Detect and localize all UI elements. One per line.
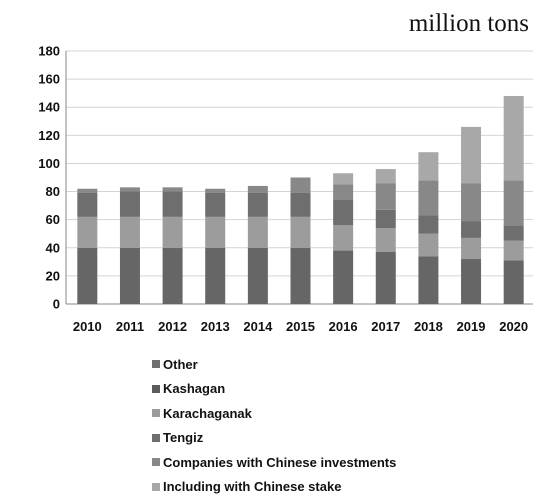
bar-segment: [376, 183, 396, 210]
x-tick-label: 2013: [201, 319, 230, 334]
legend-swatch: [152, 360, 160, 368]
bar-segment: [504, 96, 524, 180]
y-tick-label: 160: [38, 72, 60, 87]
bar-segment: [163, 248, 183, 304]
bar-segment: [418, 152, 438, 180]
x-tick-label: 2016: [329, 319, 358, 334]
x-tick-label: 2017: [371, 319, 400, 334]
legend-label: Other: [163, 357, 198, 372]
bar-segment: [333, 225, 353, 250]
bar-segment: [333, 251, 353, 304]
legend-label: Including with Chinese stake: [163, 479, 341, 494]
bar-segment: [504, 180, 524, 225]
y-tick-label: 100: [38, 156, 60, 171]
legend-swatch: [152, 409, 160, 417]
legend-swatch: [152, 385, 160, 393]
legend-item: Tengiz: [152, 426, 396, 451]
x-tick-label: 2010: [73, 319, 102, 334]
legend-label: Tengiz: [163, 430, 203, 445]
bar-segment: [418, 256, 438, 304]
bar-segment: [333, 185, 353, 200]
y-tick-label: 40: [46, 240, 60, 255]
bar-segment: [504, 225, 524, 240]
bar-segment: [461, 221, 481, 238]
legend-item: Including with Chinese stake: [152, 475, 396, 499]
bar-segment: [376, 252, 396, 304]
y-tick-label: 60: [46, 212, 60, 227]
y-tick-label: 80: [46, 184, 60, 199]
bar-segment: [291, 217, 311, 248]
legend-item: Companies with Chinese investments: [152, 450, 396, 475]
bar-segment: [205, 193, 225, 217]
bar-segment: [77, 217, 97, 248]
bar-segment: [163, 187, 183, 191]
legend-swatch: [152, 434, 160, 442]
bar-segment: [418, 215, 438, 233]
legend: Other Kashagan Karachaganak Tengiz Companies…: [152, 352, 396, 499]
bar-segment: [77, 193, 97, 217]
legend-swatch: [152, 483, 160, 491]
x-tick-label: 2015: [286, 319, 315, 334]
unit-label: million tons: [409, 10, 529, 38]
bar-segment: [291, 193, 311, 217]
x-tick-label: 2019: [457, 319, 486, 334]
bar-segment: [248, 193, 268, 217]
bar-segment: [248, 248, 268, 304]
bar-segment: [504, 260, 524, 304]
bar-segment: [120, 217, 140, 248]
bar-segment: [461, 183, 481, 221]
bar-segment: [163, 192, 183, 217]
bar-segment: [418, 234, 438, 256]
x-tick-label: 2014: [243, 319, 273, 334]
legend-swatch: [152, 458, 160, 466]
bar-segment: [418, 180, 438, 215]
legend-label: Karachaganak: [163, 406, 252, 421]
y-tick-label: 140: [38, 100, 60, 115]
bar-segment: [163, 217, 183, 248]
x-tick-label: 2011: [116, 319, 144, 334]
y-tick-label: 0: [53, 297, 60, 312]
legend-item: Karachaganak: [152, 401, 396, 426]
legend-label: Companies with Chinese investments: [163, 455, 396, 470]
bar-segment: [205, 189, 225, 193]
bar-segment: [376, 169, 396, 183]
bar-segment: [77, 248, 97, 304]
legend-item: Other: [152, 352, 396, 377]
y-tick-label: 120: [38, 128, 60, 143]
bar-segment: [461, 127, 481, 183]
y-tick-label: 180: [38, 44, 60, 59]
bar-segment: [120, 248, 140, 304]
legend-label: Kashagan: [163, 381, 225, 396]
bar-segment: [504, 241, 524, 261]
legend-item: Kashagan: [152, 377, 396, 402]
bar-segment: [77, 189, 97, 193]
bar-segment: [120, 192, 140, 217]
bar-segment: [248, 217, 268, 248]
bar-segment: [291, 248, 311, 304]
bar-segment: [205, 248, 225, 304]
x-tick-label: 2018: [414, 319, 443, 334]
bar-segment: [333, 173, 353, 184]
y-tick-label: 20: [46, 268, 60, 283]
bar-segment: [461, 238, 481, 259]
bar-segment: [205, 217, 225, 248]
bar-segment: [376, 210, 396, 228]
x-tick-label: 2012: [158, 319, 187, 334]
bar-segment: [376, 228, 396, 252]
bar-segment: [333, 200, 353, 225]
bar-segment: [291, 178, 311, 193]
bar-segment: [120, 187, 140, 191]
x-tick-label: 2020: [499, 319, 528, 334]
bar-segment: [461, 259, 481, 304]
bar-segment: [248, 186, 268, 193]
